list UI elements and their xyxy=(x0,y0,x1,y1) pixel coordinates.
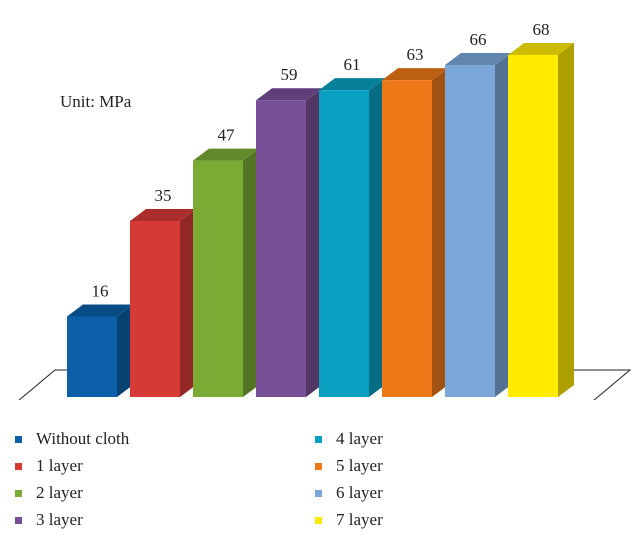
bar-top xyxy=(130,208,196,221)
bar-4 xyxy=(256,88,322,397)
bar-3 xyxy=(193,148,259,397)
legend-label: Without cloth xyxy=(36,429,130,448)
legend-label: 3 layer xyxy=(36,510,83,529)
bar-front xyxy=(508,54,558,398)
legend-label: 1 layer xyxy=(36,456,83,475)
bar-5 xyxy=(319,78,385,398)
bar-top xyxy=(382,68,448,81)
legend-swatch xyxy=(315,516,322,524)
bar-front xyxy=(445,65,495,398)
bar-top xyxy=(319,78,385,91)
bar-side xyxy=(306,88,322,397)
value-label-3: 47 xyxy=(218,126,236,145)
bars-layer xyxy=(67,42,574,398)
legend-item-1: Without cloth xyxy=(15,426,129,452)
bar-side xyxy=(180,208,196,397)
bar-side xyxy=(243,148,259,397)
legend-item-5: 4 layer xyxy=(315,426,383,452)
value-label-7: 66 xyxy=(470,30,487,49)
bar-side xyxy=(369,78,385,398)
value-label-6: 63 xyxy=(407,45,424,64)
legend-label: 2 layer xyxy=(36,483,83,502)
unit-label: Unit: MPa xyxy=(60,92,132,111)
bar-top xyxy=(508,42,574,55)
bar-1 xyxy=(67,304,133,397)
bar-front xyxy=(256,100,306,397)
legend-item-4: 3 layer xyxy=(15,507,83,533)
legend-swatch xyxy=(15,462,22,470)
chart-plot: 16 35 47 59 61 63 66 68 xyxy=(18,20,632,400)
bar-front xyxy=(382,80,432,398)
bar-chart: 16 35 47 59 61 63 66 68 Unit: MPa xyxy=(18,20,632,400)
value-label-4: 59 xyxy=(281,65,298,84)
legend-swatch xyxy=(315,462,322,470)
bar-side xyxy=(495,53,511,398)
legend-item-3: 2 layer xyxy=(15,480,83,506)
bar-side xyxy=(558,42,574,398)
bar-top xyxy=(445,53,511,66)
legend-item-6: 5 layer xyxy=(315,453,383,479)
value-label-1: 16 xyxy=(92,282,109,301)
legend-label: 5 layer xyxy=(336,456,383,475)
bar-front xyxy=(130,220,180,397)
bar-side xyxy=(432,68,448,398)
bar-side xyxy=(117,304,133,397)
bar-7 xyxy=(445,53,511,398)
value-label-2: 35 xyxy=(155,186,172,205)
legend-swatch xyxy=(15,435,22,443)
bar-2 xyxy=(130,208,196,397)
bar-top xyxy=(67,304,133,317)
legend-item-2: 1 layer xyxy=(15,453,83,479)
bar-8 xyxy=(508,42,574,398)
bar-front xyxy=(193,160,243,397)
bar-front xyxy=(319,90,369,398)
legend-item-8: 7 layer xyxy=(315,507,383,533)
bar-top xyxy=(193,148,259,161)
legend-item-7: 6 layer xyxy=(315,480,383,506)
legend-swatch xyxy=(315,435,322,443)
legend-swatch xyxy=(15,516,22,524)
value-label-8: 68 xyxy=(533,20,550,39)
bar-top xyxy=(256,88,322,101)
legend-label: 6 layer xyxy=(336,483,383,502)
bar-front xyxy=(67,316,117,397)
legend-label: 7 layer xyxy=(336,510,383,529)
value-label-5: 61 xyxy=(344,55,361,74)
legend-swatch xyxy=(315,489,322,497)
bar-6 xyxy=(382,68,448,398)
legend-label: 4 layer xyxy=(336,429,383,448)
value-labels-layer: 16 35 47 59 61 63 66 68 xyxy=(92,20,550,301)
chart-legend: Without cloth 1 layer 2 layer 3 layer 4 laye… xyxy=(0,426,635,536)
legend-swatch xyxy=(15,489,22,497)
